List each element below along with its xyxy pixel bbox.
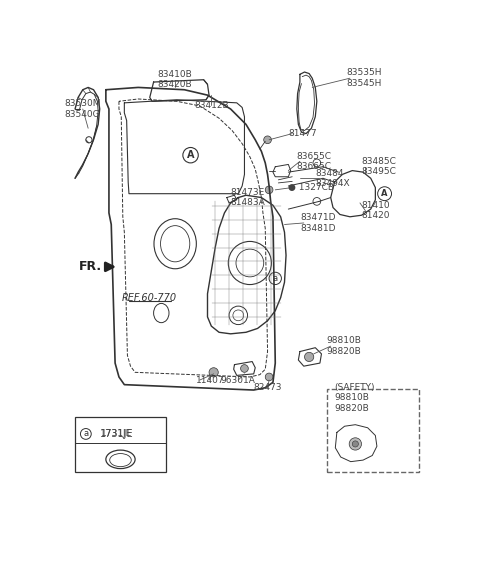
Text: 83535H
83545H: 83535H 83545H [346,69,382,88]
Text: A: A [187,150,194,160]
Text: (SAFETY): (SAFETY) [335,383,375,392]
Circle shape [209,368,218,377]
Text: 83471D
83481D: 83471D 83481D [300,213,336,232]
Text: 81410
81420: 81410 81420 [361,201,390,220]
Circle shape [304,352,314,361]
Text: FR.: FR. [79,260,102,273]
Circle shape [352,441,359,447]
Circle shape [265,186,273,193]
Circle shape [349,437,361,450]
Text: ● 1327CB: ● 1327CB [288,183,335,192]
Text: a: a [83,429,88,439]
Text: 96301A: 96301A [221,375,256,385]
Circle shape [264,136,271,144]
Text: REF.60-770: REF.60-770 [122,293,177,303]
Bar [75,417,166,472]
Text: 1731JE: 1731JE [101,429,132,439]
Circle shape [240,365,248,372]
Circle shape [265,373,273,381]
Text: 83410B
83420B: 83410B 83420B [158,70,192,89]
Text: 98810B
98820B: 98810B 98820B [327,336,362,356]
Bar [327,389,419,472]
Text: 82473: 82473 [253,383,282,392]
Text: A: A [381,189,388,198]
Text: 81477: 81477 [288,129,317,138]
Text: 83485C
83495C: 83485C 83495C [361,157,396,177]
Text: 11407: 11407 [196,375,225,385]
Text: 98810B
98820B: 98810B 98820B [335,393,370,413]
Text: a: a [273,274,278,283]
Text: 81473E
81483A: 81473E 81483A [230,188,265,207]
Text: 1731JE: 1731JE [100,429,133,439]
Text: 83484
83494X: 83484 83494X [315,168,350,188]
Text: 83530M
83540G: 83530M 83540G [64,99,101,119]
Text: 83412B: 83412B [194,101,228,110]
Text: 83655C
83665C: 83655C 83665C [296,152,331,171]
